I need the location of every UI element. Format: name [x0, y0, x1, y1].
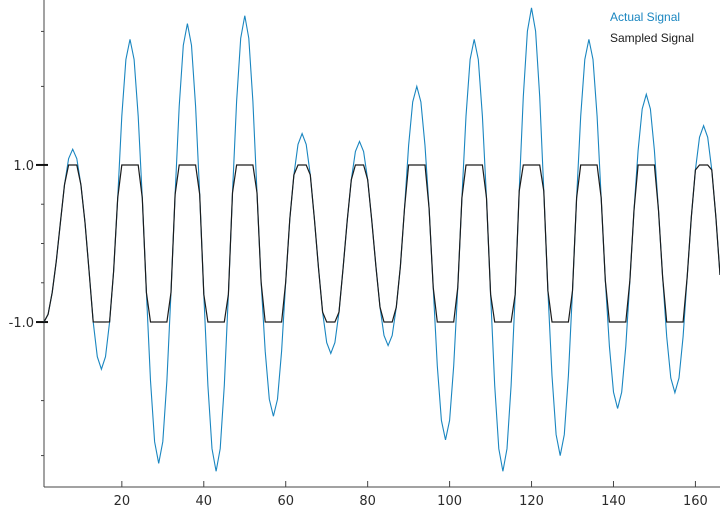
- legend: Actual Signal Sampled Signal: [610, 10, 694, 45]
- series-line-actual-signal: [43, 7, 720, 472]
- series-layer: [43, 7, 720, 472]
- x-tick-label: 80: [359, 494, 376, 509]
- x-tick-label: 140: [601, 494, 626, 509]
- x-tick-label: 120: [519, 494, 544, 509]
- x-tick-label: 100: [437, 494, 462, 509]
- axes: 20 40 60 80 100 120 140 160 -1.0 1.0: [9, 0, 720, 509]
- x-tick-label: 160: [683, 494, 708, 509]
- x-tick-label: 40: [196, 494, 213, 509]
- legend-label-actual: Actual Signal: [610, 10, 680, 24]
- x-tick-label: 20: [114, 494, 131, 509]
- series-line-sampled-signal: [43, 164, 720, 323]
- y-tick-label: -1.0: [9, 316, 34, 331]
- y-tick-label: 1.0: [13, 159, 34, 174]
- legend-label-sampled: Sampled Signal: [610, 31, 694, 45]
- x-tick-label: 60: [277, 494, 294, 509]
